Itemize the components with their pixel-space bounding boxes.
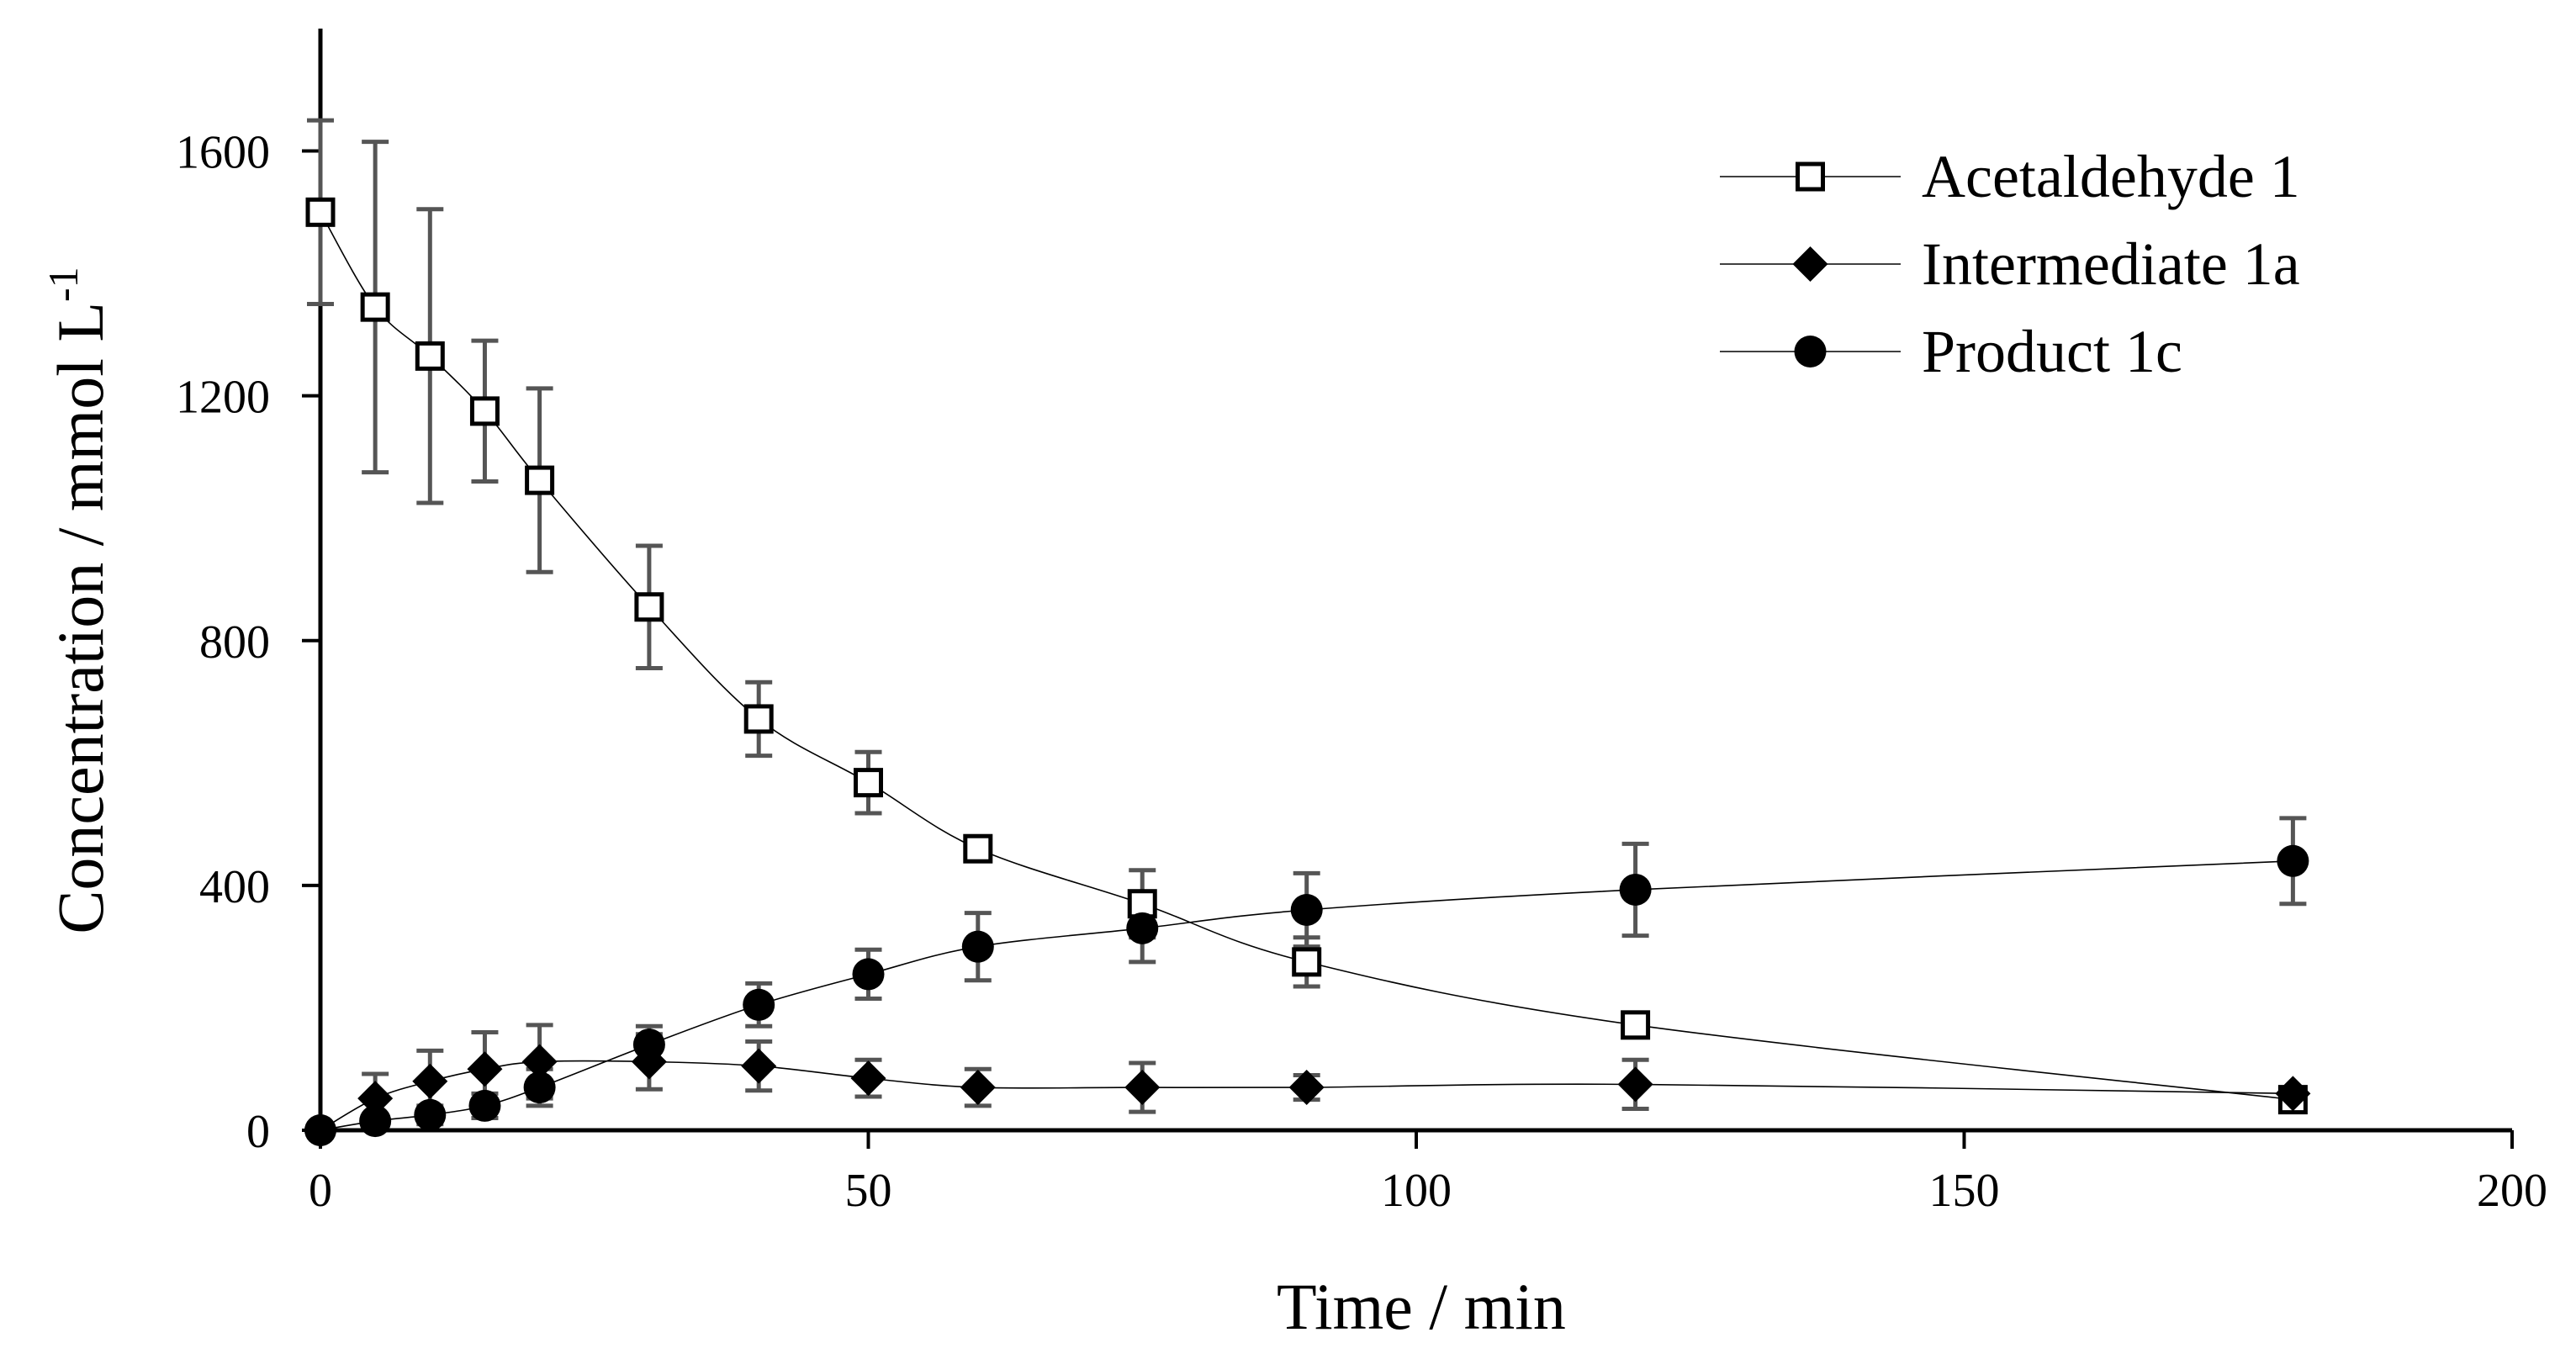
y-tick-label: 0	[246, 1106, 270, 1158]
data-point-acetaldehyde-1	[305, 197, 336, 227]
data-point-product-1c	[2277, 844, 2309, 877]
x-tick-label: 200	[2477, 1165, 2547, 1217]
data-point-product-1c	[468, 1089, 501, 1122]
data-point-acetaldehyde-1	[634, 592, 664, 622]
y-tick-label: 1600	[176, 127, 270, 179]
y-tick-label: 400	[199, 861, 270, 913]
data-point-intermediate-1a	[412, 1063, 448, 1099]
legend: Acetaldehyde 1 Intermediate 1a Product 1c	[1720, 143, 2300, 385]
data-point-acetaldehyde-1	[525, 465, 555, 495]
data-point-intermediate-1a	[1617, 1066, 1653, 1103]
data-point-product-1c	[961, 930, 994, 963]
data-point-intermediate-1a	[960, 1070, 996, 1106]
data-point-acetaldehyde-1	[1621, 1010, 1651, 1040]
data-point-product-1c	[523, 1071, 556, 1104]
y-axis-title-group: Concentration / mmol L-1	[40, 267, 117, 933]
data-point-acetaldehyde-1	[854, 768, 883, 798]
data-point-acetaldehyde-1	[1292, 947, 1322, 977]
legend-marker-intermediate-1a	[1792, 246, 1828, 282]
legend-marker-acetaldehyde-1	[1796, 161, 1825, 192]
data-point-acetaldehyde-1	[743, 704, 774, 734]
data-point-intermediate-1a	[357, 1081, 394, 1117]
data-point-acetaldehyde-1	[415, 341, 445, 371]
data-point-product-1c	[852, 958, 885, 991]
data-point-product-1c	[743, 988, 775, 1021]
legend-label-product-1c: Product 1c	[1922, 318, 2182, 385]
data-point-acetaldehyde-1	[360, 292, 390, 322]
legend-label-intermediate-1a: Intermediate 1a	[1922, 230, 2300, 298]
data-point-intermediate-1a	[850, 1060, 886, 1097]
data-point-product-1c	[632, 1029, 665, 1061]
x-axis-title: Time / min	[1277, 1270, 1566, 1343]
data-point-intermediate-1a	[2275, 1076, 2311, 1112]
x-tick-label: 50	[845, 1165, 892, 1217]
legend-marker-product-1c	[1794, 336, 1827, 368]
y-axis-title-superscript: -1	[40, 267, 87, 302]
y-axis-title: Concentration / mmol L-1	[40, 267, 117, 933]
data-point-acetaldehyde-1	[469, 396, 500, 426]
data-point-product-1c	[1126, 912, 1159, 944]
data-point-product-1c	[1290, 894, 1323, 926]
data-point-intermediate-1a	[1288, 1070, 1325, 1106]
data-point-intermediate-1a	[741, 1048, 777, 1084]
data-point-product-1c	[359, 1105, 392, 1138]
x-tick-label: 0	[309, 1165, 332, 1217]
data-point-intermediate-1a	[1124, 1070, 1161, 1106]
x-tick-label: 100	[1381, 1165, 1452, 1217]
series-markers	[303, 197, 2311, 1148]
y-tick-label: 800	[199, 616, 270, 669]
y-axis-title-main: Concentration / mmol L	[44, 302, 117, 934]
data-point-intermediate-1a	[467, 1051, 503, 1087]
data-point-acetaldehyde-1	[963, 833, 993, 864]
data-point-intermediate-1a	[521, 1044, 558, 1080]
data-point-product-1c	[414, 1098, 447, 1131]
data-point-product-1c	[304, 1114, 336, 1146]
data-point-product-1c	[1619, 873, 1652, 906]
legend-label-acetaldehyde-1: Acetaldehyde 1	[1922, 143, 2300, 210]
y-tick-label: 1200	[176, 372, 270, 424]
x-tick-label: 150	[1929, 1165, 2000, 1217]
